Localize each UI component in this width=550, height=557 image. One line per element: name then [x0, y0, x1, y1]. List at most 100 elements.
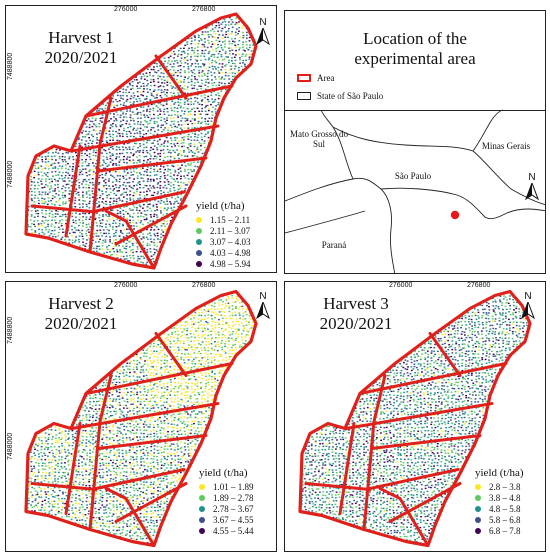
yield-point [37, 453, 40, 455]
yield-point [98, 189, 101, 192]
yield-point [244, 50, 246, 52]
yield-point [64, 156, 66, 158]
yield-point [150, 465, 153, 468]
yield-point [127, 429, 129, 432]
yield-point [98, 188, 100, 190]
yield-point [145, 72, 148, 74]
yield-point [81, 489, 84, 492]
yield-point [61, 159, 64, 161]
yield-point [98, 418, 100, 420]
yield-point [208, 304, 211, 306]
yield-point [174, 60, 176, 62]
yield-point [149, 214, 152, 216]
yield-point [149, 119, 152, 122]
yield-point [193, 76, 196, 78]
yield-point [79, 206, 81, 209]
yield-point [194, 430, 197, 432]
yield-point [54, 441, 57, 444]
yield-point [152, 258, 155, 260]
yield-point [126, 228, 128, 230]
yield-point [153, 432, 155, 435]
yield-point [109, 239, 111, 241]
yield-point [88, 194, 91, 196]
yield-point [129, 251, 132, 253]
yield-point [50, 164, 53, 166]
yield-point [163, 70, 166, 72]
yield-point [146, 201, 148, 203]
yield-point [150, 103, 153, 106]
yield-point [187, 446, 190, 448]
yield-point [142, 255, 144, 258]
yield-point [173, 213, 176, 215]
yield-point [163, 341, 166, 343]
yield-point [147, 433, 149, 436]
yield-point [48, 191, 51, 193]
yield-point [242, 37, 245, 39]
yield-point [138, 235, 141, 238]
yield-point [30, 461, 33, 463]
yield-point [106, 429, 108, 431]
yield-point [153, 213, 156, 216]
yield-point [103, 413, 105, 415]
yield-point [78, 440, 81, 442]
yield-point [173, 361, 176, 364]
yield-point [99, 484, 101, 486]
yield-point [111, 159, 114, 161]
yield-point [125, 365, 128, 367]
yield-point [173, 391, 176, 393]
yield-point [111, 175, 114, 177]
yield-point [105, 458, 107, 460]
yield-point [147, 371, 149, 373]
yield-point [241, 339, 243, 341]
yield-point [121, 366, 124, 368]
yield-point [197, 376, 200, 378]
yield-point [58, 157, 61, 160]
yield-point [31, 494, 34, 496]
yield-point [142, 187, 145, 189]
yield-point [163, 422, 166, 424]
yield-point [135, 193, 137, 195]
yield-point [163, 456, 166, 458]
yield-point [187, 164, 190, 166]
yield-point [111, 97, 114, 99]
yield-point [156, 459, 159, 461]
yield-point [99, 397, 102, 400]
yield-point [92, 448, 95, 450]
yield-point [193, 432, 196, 435]
yield-point [173, 189, 176, 192]
yield-point [225, 299, 228, 301]
yield-point [68, 156, 71, 158]
yield-point [99, 195, 102, 197]
yield-point [96, 400, 98, 403]
yield-point [145, 349, 148, 351]
yield-point [172, 461, 175, 463]
yield-point [119, 464, 121, 466]
yield-point [123, 188, 125, 190]
yield-point [126, 120, 128, 122]
yield-point [82, 467, 85, 470]
yield-point [166, 89, 169, 91]
yield-point [132, 446, 135, 448]
yield-point [89, 435, 92, 438]
yield-point [132, 458, 135, 461]
yield-point [180, 433, 183, 435]
yield-point [119, 116, 122, 119]
yield-point [220, 363, 222, 365]
yield-point [159, 343, 162, 345]
yield-point [152, 79, 155, 81]
yield-point [126, 142, 129, 145]
yield-point [118, 132, 121, 135]
yield-point [85, 140, 88, 142]
yield-point [179, 412, 182, 415]
yield-point [183, 412, 186, 415]
yield-point [184, 98, 186, 100]
yield-point [120, 478, 122, 481]
yield-point [136, 177, 139, 179]
yield-point [156, 455, 158, 458]
yield-point [129, 430, 131, 433]
yield-point [194, 133, 197, 135]
yield-point [177, 168, 180, 171]
yield-point [218, 363, 221, 365]
yield-point [85, 126, 88, 128]
yield-point [179, 385, 182, 387]
